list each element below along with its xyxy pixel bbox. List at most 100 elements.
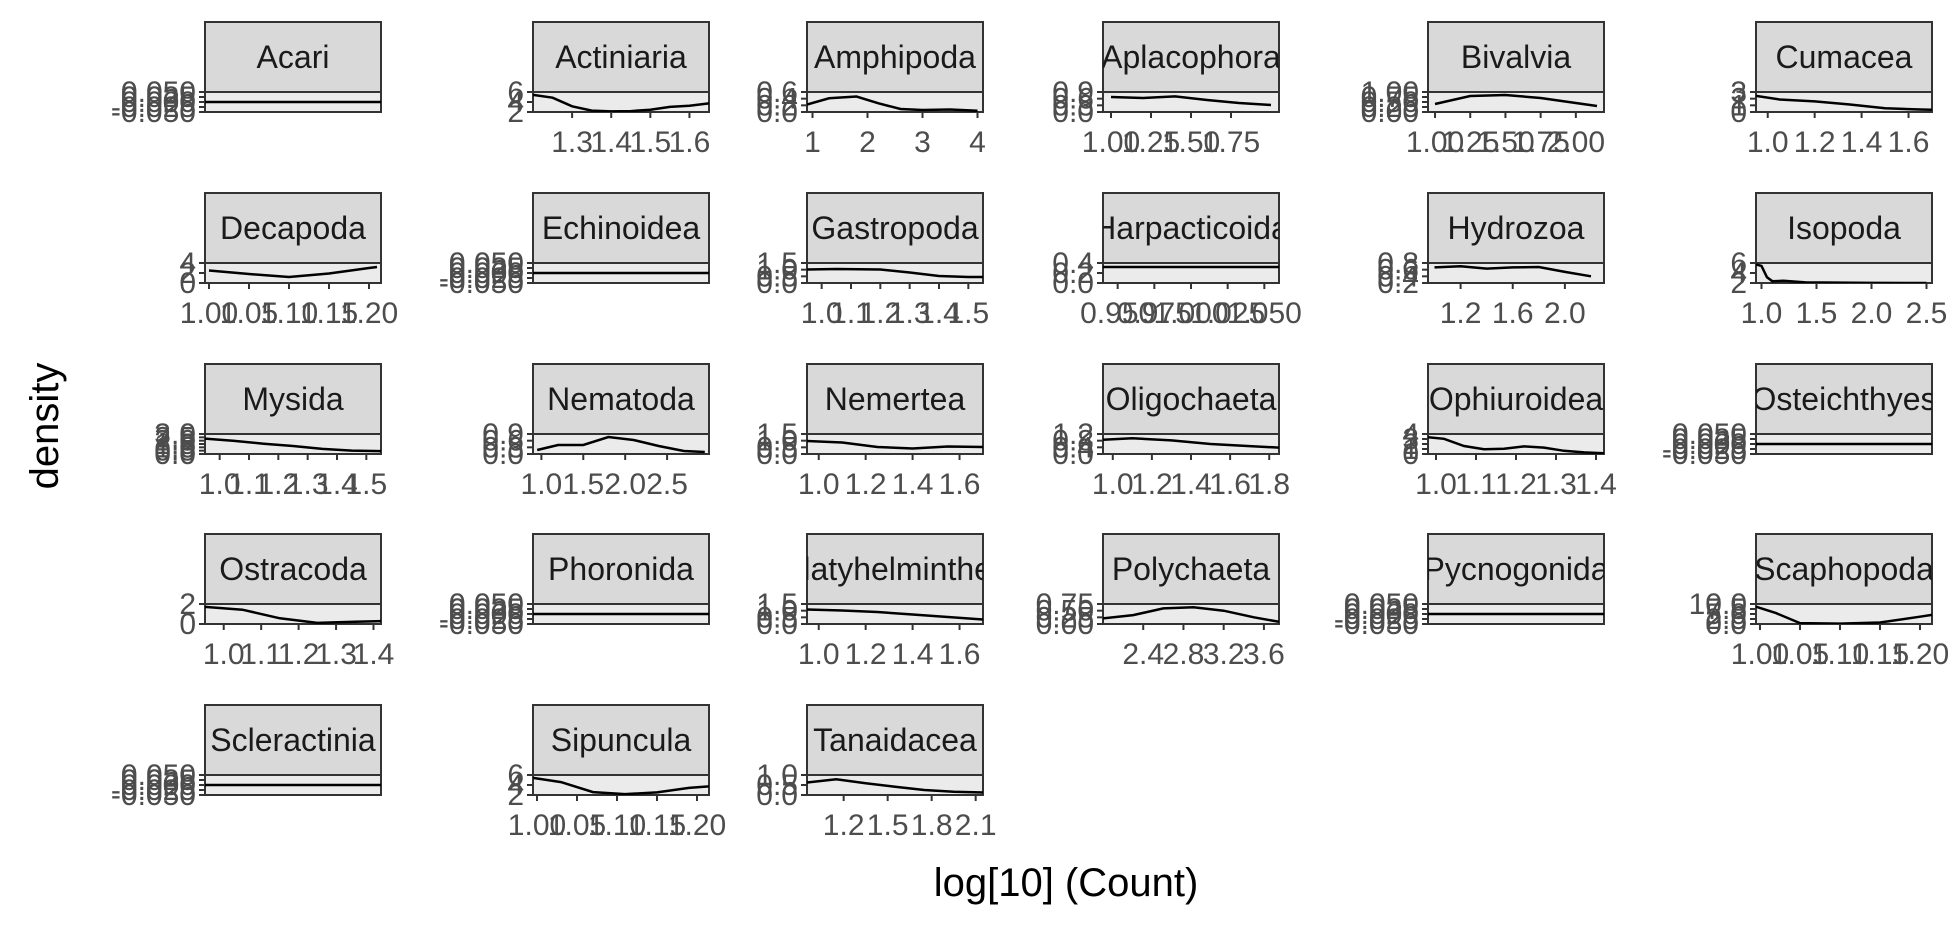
facet-panel — [1102, 433, 1280, 455]
y-tick-label: 0.0 — [154, 438, 196, 471]
y-tick-label: 0.4 — [756, 83, 798, 116]
density-line — [807, 777, 983, 794]
y-tick-label: 0.0 — [756, 608, 798, 641]
x-tick-label: 1.15 — [628, 809, 686, 842]
facet-title: Amphipoda — [814, 39, 976, 75]
facet-amphipoda: Amphipoda 0.00.20.40.61 2 3 4 — [756, 21, 986, 159]
y-tick-label: 4 — [507, 86, 524, 119]
y-tick-label: 0.0 — [482, 438, 524, 471]
x-tick-label: 1.5 — [867, 809, 909, 842]
density-line — [1434, 93, 1598, 108]
x-tick-label: 1.3 — [315, 638, 357, 671]
x-tick-label: 1.20 — [1891, 638, 1949, 671]
y-tick-label: 0.000 — [121, 769, 196, 802]
density-line — [1756, 263, 1927, 283]
y-tick-label: -0.050 — [111, 779, 196, 812]
facet-strip — [1427, 21, 1605, 93]
x-tick-label: 1.3 — [1535, 468, 1577, 501]
x-tick-label: 2.5 — [1906, 297, 1948, 330]
y-tick-label: 0.3 — [1052, 89, 1094, 122]
facet-strip — [1755, 192, 1933, 264]
y-tick-label: 0.3 — [482, 431, 524, 464]
y-tick-label: 0.6 — [756, 76, 798, 109]
y-tick-label: 0.025 — [1344, 593, 1419, 626]
x-tick-label: 1.00 — [508, 809, 566, 842]
facet-strip — [1102, 533, 1280, 605]
y-tick-label: 0.000 — [1672, 428, 1747, 461]
y-tick-label: 0 — [179, 608, 196, 641]
y-tick-label: 0.025 — [449, 593, 524, 626]
y-tick-label: 0.4 — [1052, 247, 1094, 280]
y-tick-label: 0.050 — [121, 759, 196, 792]
facet-panel — [1102, 603, 1280, 625]
x-tick-label: 1.6 — [1492, 297, 1534, 330]
y-tick-label: 0.050 — [1672, 418, 1747, 451]
y-tick-label: 5.0 — [1705, 598, 1747, 631]
x-tick-label: 3 — [914, 126, 931, 159]
y-tick-label: 0.75 — [1036, 588, 1094, 621]
facet-strip — [806, 192, 984, 264]
y-tick-label: 0.0 — [756, 96, 798, 129]
y-tick-label: 0.025 — [121, 81, 196, 114]
y-tick-label: 0.25 — [1036, 601, 1094, 634]
x-tick-label: 1.0 — [801, 297, 843, 330]
facet-title: Isopoda — [1787, 210, 1901, 246]
y-tick-label: 0.5 — [756, 431, 798, 464]
y-tick-label: 4 — [507, 769, 524, 802]
y-tick-label: 4 — [1730, 257, 1747, 290]
y-tick-label: 0.6 — [1052, 83, 1094, 116]
y-tick-label: 7.5 — [1705, 593, 1747, 626]
density-line — [807, 267, 983, 279]
x-tick-label: 1.15 — [300, 297, 358, 330]
y-tick-label: 1 — [1402, 433, 1419, 466]
y-tick-label: 0.0 — [756, 438, 798, 471]
facet-title: Bivalvia — [1461, 39, 1571, 75]
facet-panel — [1102, 91, 1280, 113]
facet-panel — [204, 603, 382, 625]
x-axis-title: log[10] (Count) — [934, 861, 1199, 905]
facet-title: Mysida — [242, 381, 344, 417]
x-tick-label: 1.10 — [588, 809, 646, 842]
x-tick-label: 1.00 — [1406, 126, 1464, 159]
x-tick-label: 1.050 — [1227, 297, 1302, 330]
x-tick-label: 1.0 — [1741, 297, 1783, 330]
facet-strip — [806, 363, 984, 435]
y-tick-label: 0.8 — [1377, 247, 1419, 280]
density-line — [536, 435, 705, 454]
facet-strip — [532, 192, 710, 264]
facet-panel — [806, 262, 984, 284]
facet-title: Sipuncula — [551, 722, 692, 758]
y-tick-label: 0.9 — [1052, 76, 1094, 109]
facet-title: Scaphopoda — [1754, 551, 1934, 587]
y-tick-label: 0.6 — [482, 425, 524, 458]
y-tick-label: -0.050 — [1662, 438, 1747, 471]
facet-title: Cumacea — [1776, 39, 1913, 75]
density-line — [1756, 605, 1932, 624]
facet-strip — [1102, 21, 1280, 93]
density-line — [205, 605, 381, 624]
density-line — [1110, 95, 1272, 107]
facet-strip — [806, 533, 984, 605]
facet-strip — [204, 363, 382, 435]
y-tick-label: 0.0 — [1705, 608, 1747, 641]
facet-title: Osteichthyes — [1752, 381, 1937, 417]
x-tick-label: 2 — [859, 126, 876, 159]
facet-strip — [1102, 192, 1280, 264]
y-tick-label: 2 — [1402, 428, 1419, 461]
y-tick-label: 1.5 — [154, 428, 196, 461]
facet-title: Echinoidea — [542, 210, 701, 246]
y-tick-label: 6 — [507, 759, 524, 792]
y-tick-label: 3 — [1730, 76, 1747, 109]
y-tick-label: 2 — [1730, 267, 1747, 300]
x-tick-label: 1.6 — [1209, 468, 1251, 501]
facet-panel — [532, 433, 710, 455]
facet-strip — [532, 704, 710, 776]
facet-title: Oligochaeta — [1106, 381, 1277, 417]
x-tick-label: 1.3 — [287, 468, 329, 501]
